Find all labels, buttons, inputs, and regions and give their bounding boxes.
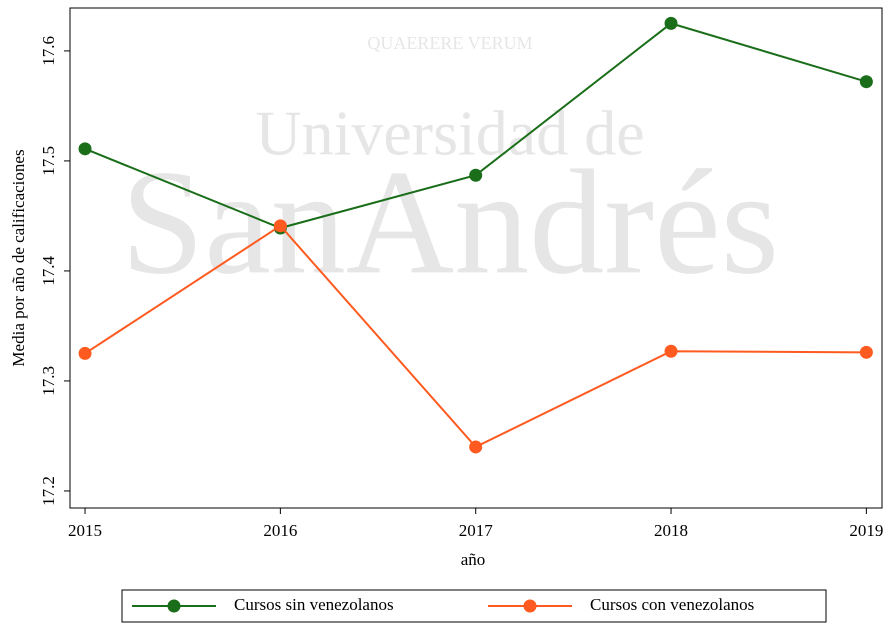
point <box>469 168 483 182</box>
point <box>273 219 287 233</box>
y-tick-label: 17.2 <box>39 476 58 506</box>
point <box>469 440 483 454</box>
point <box>859 345 873 359</box>
x-axis-label: año <box>461 550 486 569</box>
y-tick-label: 17.4 <box>39 256 58 286</box>
x-tick-label: 2019 <box>849 521 883 540</box>
legend-swatch-marker <box>167 599 181 613</box>
legend-swatch-marker <box>523 599 537 613</box>
y-tick-label: 17.5 <box>39 146 58 176</box>
point <box>664 16 678 30</box>
watermark-line2: SanAndrés <box>121 139 779 305</box>
x-tick-label: 2017 <box>459 521 494 540</box>
y-axis-label: Media por año de calificaciones <box>9 149 28 366</box>
y-tick-label: 17.3 <box>39 366 58 396</box>
legend-box <box>121 589 827 623</box>
point <box>664 344 678 358</box>
point <box>859 75 873 89</box>
x-tick-label: 2018 <box>654 521 688 540</box>
watermark-line1: Universidad de <box>255 98 644 169</box>
point <box>78 142 92 156</box>
legend-label: Cursos con venezolanos <box>590 595 754 614</box>
y-tick-label: 17.6 <box>39 36 58 66</box>
watermark-motto: QUAERERE VERUM <box>367 33 532 53</box>
point <box>78 346 92 360</box>
x-tick-label: 2015 <box>68 521 102 540</box>
x-tick-label: 2016 <box>263 521 297 540</box>
legend-label: Cursos sin venezolanos <box>234 595 394 614</box>
